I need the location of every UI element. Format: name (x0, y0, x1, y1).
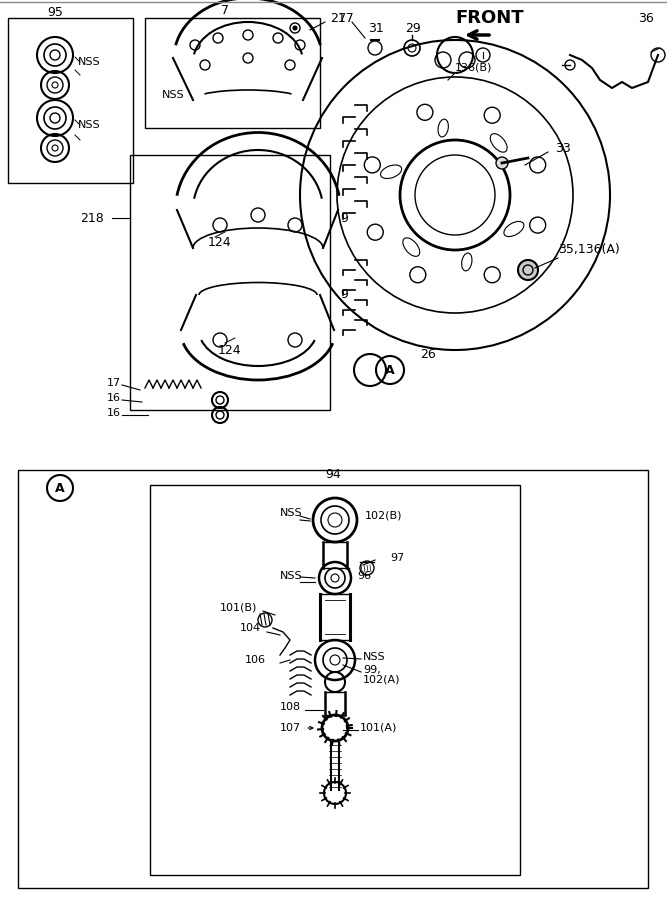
Bar (145, 18, 320, 128)
Text: 102(B): 102(B) (365, 511, 402, 521)
Bar (8, 18, 133, 183)
Text: 124: 124 (208, 237, 231, 249)
Circle shape (496, 157, 508, 169)
Text: 104: 104 (240, 623, 261, 633)
Text: 217: 217 (330, 12, 354, 24)
Text: 9: 9 (340, 289, 348, 302)
Text: A: A (385, 364, 395, 376)
Text: 7: 7 (221, 4, 229, 16)
Text: 7: 7 (338, 13, 345, 23)
Circle shape (293, 26, 297, 30)
Text: FRONT: FRONT (456, 9, 524, 27)
Text: 218: 218 (80, 212, 104, 224)
Text: NSS: NSS (162, 90, 185, 100)
Text: 94: 94 (325, 469, 341, 482)
Text: 16: 16 (107, 393, 121, 403)
Text: 107: 107 (280, 723, 301, 733)
Text: 101(A): 101(A) (360, 723, 398, 733)
Text: NSS: NSS (78, 120, 101, 130)
Bar (18, 470, 648, 888)
Text: NSS: NSS (78, 57, 101, 67)
Text: 97: 97 (390, 553, 404, 563)
Bar (150, 485, 520, 875)
Text: NSS: NSS (280, 571, 303, 581)
Bar (130, 155, 330, 410)
Text: 35,136(A): 35,136(A) (558, 244, 620, 256)
Text: NSS: NSS (363, 652, 386, 662)
Text: 33: 33 (555, 141, 571, 155)
Text: NSS: NSS (280, 508, 303, 518)
Text: 102(A): 102(A) (363, 675, 400, 685)
Circle shape (518, 260, 538, 280)
Text: 29: 29 (405, 22, 421, 34)
Text: 36: 36 (638, 12, 654, 24)
Text: 124: 124 (218, 344, 241, 356)
Text: 9: 9 (340, 212, 348, 224)
Text: 108: 108 (280, 702, 301, 712)
Text: 106: 106 (245, 655, 266, 665)
Text: 95: 95 (47, 5, 63, 19)
Text: 17: 17 (107, 378, 121, 388)
Text: 16: 16 (107, 408, 121, 418)
Text: 96: 96 (357, 571, 371, 581)
Text: 136(B): 136(B) (455, 63, 492, 73)
Text: A: A (55, 482, 65, 494)
Text: 99,: 99, (363, 665, 381, 675)
Text: 101(B): 101(B) (220, 603, 257, 613)
Text: 26: 26 (420, 348, 436, 362)
Text: 31: 31 (368, 22, 384, 34)
